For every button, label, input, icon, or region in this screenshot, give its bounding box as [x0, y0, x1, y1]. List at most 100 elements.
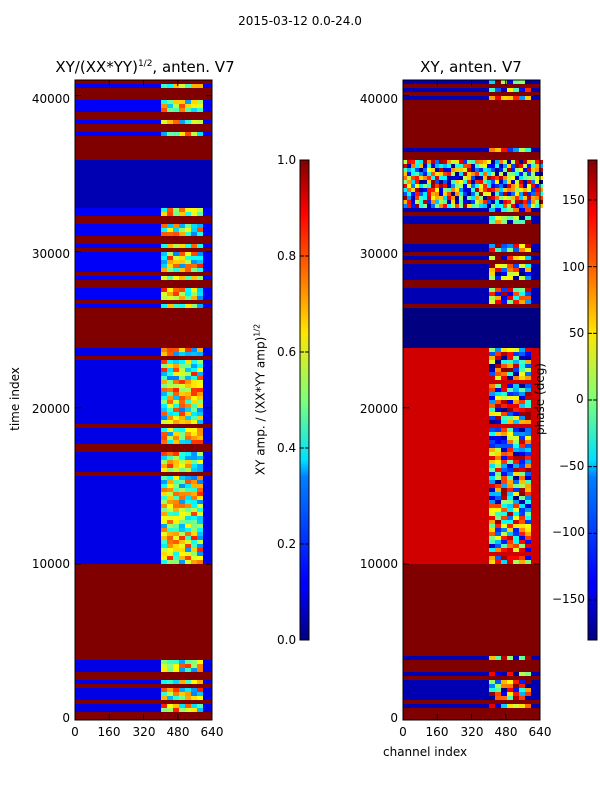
heatmap-row: [403, 368, 540, 372]
heatmap-cell: [191, 228, 197, 232]
heatmap-cell: [191, 536, 197, 540]
heatmap-cell: [431, 184, 435, 188]
heatmap-cell: [167, 100, 173, 104]
heatmap-cell: [197, 500, 203, 504]
heatmap-cell: [501, 464, 507, 468]
heatmap-cell: [535, 200, 539, 204]
heatmap-cell: [197, 460, 203, 464]
heatmap-cell: [197, 392, 203, 396]
heatmap-cell: [197, 364, 203, 368]
heatmap-cell: [411, 196, 415, 200]
heatmap-cell: [419, 200, 423, 204]
heatmap-cell: [513, 392, 519, 396]
heatmap-cell: [507, 348, 513, 352]
heatmap-cell: [191, 404, 197, 408]
heatmap-cell: [185, 696, 191, 700]
heatmap-cell: [501, 468, 507, 472]
heatmap-cell: [173, 420, 179, 424]
heatmap-cell: [519, 528, 525, 532]
heatmap-cell: [423, 188, 427, 192]
heatmap-cell: [513, 456, 519, 460]
heatmap-cell: [519, 164, 523, 168]
heatmap-cell: [467, 188, 471, 192]
heatmap-cell: [197, 704, 203, 708]
heatmap-cell: [519, 464, 525, 468]
heatmap-cell: [185, 292, 191, 296]
heatmap-row: [75, 204, 212, 208]
heatmap-cell: [471, 176, 475, 180]
heatmap-cell: [407, 204, 411, 208]
heatmap-cell: [507, 496, 513, 500]
heatmap-cell: [197, 688, 203, 692]
heatmap-row: [403, 236, 540, 240]
heatmap-cell: [185, 464, 191, 468]
heatmap-cell: [161, 524, 167, 528]
heatmap-cell: [527, 164, 531, 168]
heatmap-cell: [495, 392, 501, 396]
heatmap-cell: [191, 396, 197, 400]
heatmap-row: [403, 532, 540, 536]
heatmap-cell: [197, 464, 203, 468]
heatmap-cell: [191, 400, 197, 404]
heatmap-cell: [495, 364, 501, 368]
heatmap-cell: [513, 704, 519, 708]
heatmap-cell: [495, 540, 501, 544]
heatmap-cell: [185, 368, 191, 372]
heatmap-cell: [507, 480, 513, 484]
heatmap-cell: [501, 372, 507, 376]
heatmap-cell: [507, 528, 513, 532]
heatmap-cell: [161, 456, 167, 460]
heatmap-cell: [519, 88, 525, 92]
heatmap-cell: [525, 508, 531, 512]
heatmap-cell: [167, 456, 173, 460]
heatmap-cell: [167, 520, 173, 524]
heatmap-cell: [197, 372, 203, 376]
heatmap-cell: [471, 196, 475, 200]
heatmap-cell: [519, 404, 525, 408]
heatmap-cell: [411, 188, 415, 192]
heatmap-cell: [525, 496, 531, 500]
heatmap-cell: [507, 180, 511, 184]
heatmap-row: [403, 408, 540, 412]
heatmap-cell: [535, 184, 539, 188]
heatmap-cell: [495, 180, 499, 184]
heatmap-cell: [489, 368, 495, 372]
heatmap-cell: [185, 252, 191, 256]
heatmap-cell: [179, 560, 185, 564]
heatmap-row: [403, 444, 540, 448]
heatmap-cell: [513, 416, 519, 420]
heatmap-cell: [185, 484, 191, 488]
heatmap-cell: [161, 660, 167, 664]
left-ytick-0: 0: [62, 711, 70, 725]
heatmap-cell: [495, 484, 501, 488]
heatmap-cell: [501, 248, 507, 252]
heatmap-cell: [161, 484, 167, 488]
heatmap-row: [75, 648, 212, 652]
heatmap-cell: [191, 488, 197, 492]
heatmap-cell: [419, 188, 423, 192]
heatmap-row: [403, 512, 540, 516]
heatmap-cell: [513, 244, 519, 248]
heatmap-cell: [515, 168, 519, 172]
heatmap-row: [403, 224, 540, 228]
heatmap-cell: [513, 520, 519, 524]
heatmap-cell: [191, 552, 197, 556]
heatmap-row: [403, 396, 540, 400]
heatmap-cell: [511, 164, 515, 168]
heatmap-cell: [179, 288, 185, 292]
heatmap-cell: [501, 388, 507, 392]
heatmap-cell: [523, 184, 527, 188]
heatmap-row: [75, 640, 212, 644]
heatmap-cell: [179, 460, 185, 464]
cb1-tick-0.2: 0.2: [277, 537, 297, 551]
heatmap-cell: [197, 708, 203, 712]
heatmap-cell: [519, 672, 525, 676]
heatmap-row: [75, 364, 212, 368]
heatmap-cell: [525, 460, 531, 464]
heatmap-cell: [179, 512, 185, 516]
heatmap-row: [75, 460, 212, 464]
heatmap-row: [75, 408, 212, 412]
heatmap-cell: [161, 688, 167, 692]
heatmap-cell: [491, 184, 495, 188]
heatmap-cell: [161, 244, 167, 248]
